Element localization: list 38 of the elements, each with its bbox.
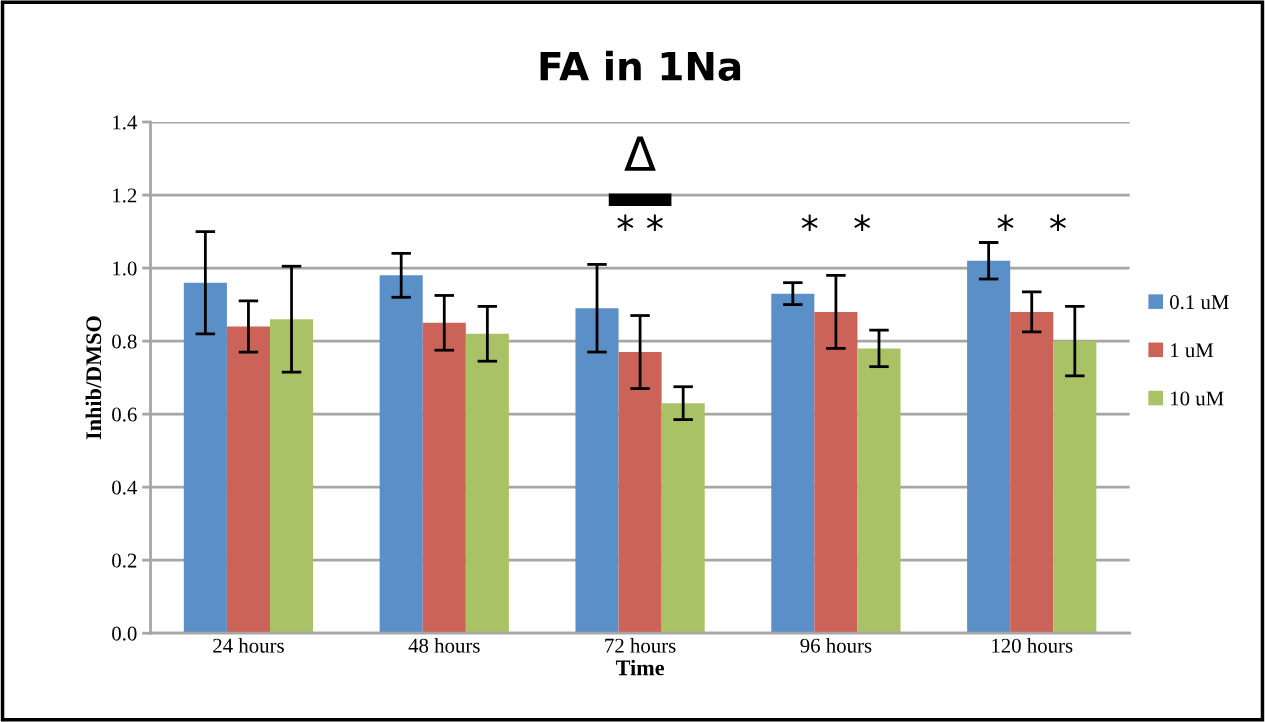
bar xyxy=(1010,311,1054,634)
y-tick-label: 0.2 xyxy=(112,553,137,568)
chart-title: FA in 1Na xyxy=(540,50,741,81)
x-tick-label: 48 hours xyxy=(408,638,480,653)
x-tick-label: 24 hours xyxy=(213,638,284,653)
x-tick-label: 120 hours xyxy=(992,638,1073,653)
annotation: * * xyxy=(801,214,871,232)
bar xyxy=(661,403,705,634)
bar xyxy=(575,308,619,634)
y-tick-label: 1.2 xyxy=(113,188,137,203)
y-tick-label: 0.8 xyxy=(112,334,137,349)
legend-label: 0.1 uM xyxy=(1170,295,1229,310)
bar xyxy=(771,293,815,634)
bar xyxy=(422,322,466,634)
y-tick-label: 0.6 xyxy=(112,407,137,422)
annotation: * * xyxy=(617,214,663,232)
x-tick-label: 96 hours xyxy=(800,638,872,653)
bar xyxy=(379,275,423,634)
y-tick-label: 1.4 xyxy=(113,115,138,130)
y-tick-label: 0.0 xyxy=(112,626,137,641)
bar xyxy=(814,311,858,634)
bar xyxy=(618,352,662,634)
bar xyxy=(857,348,901,634)
y-tick-label: 0.4 xyxy=(112,480,138,495)
y-tick-label: 1.0 xyxy=(113,261,137,276)
annotation: * * xyxy=(997,214,1066,232)
x-tick-label: 72 hours xyxy=(605,638,676,653)
x-axis-title: Time xyxy=(615,659,665,676)
y-axis-title: Inhib/DMSO xyxy=(85,316,102,440)
bar xyxy=(183,282,227,634)
bar xyxy=(226,326,270,634)
legend-label: 1 uM xyxy=(1171,343,1214,358)
bar xyxy=(465,333,509,634)
annotation: Δ xyxy=(624,136,656,171)
legend-label: 10 uM xyxy=(1171,391,1224,406)
bar xyxy=(967,260,1011,634)
bar xyxy=(269,319,314,634)
bar xyxy=(1053,341,1097,634)
